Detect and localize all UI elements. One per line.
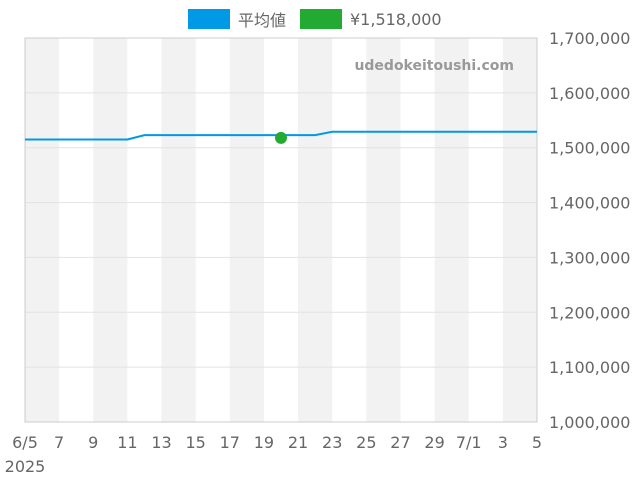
background-band (93, 38, 128, 422)
x-year-label: 2025 (5, 457, 46, 476)
x-tick-label: 21 (288, 433, 308, 452)
background-band (434, 38, 469, 422)
legend-swatch-average (188, 9, 230, 29)
legend-label-average: 平均値 (238, 11, 287, 30)
legend-item-average[interactable]: 平均値 (188, 8, 286, 30)
y-tick-label: 1,200,000 (549, 303, 630, 322)
background-band (25, 38, 60, 422)
background-band (366, 38, 401, 422)
background-band (502, 38, 537, 422)
y-tick-label: 1,600,000 (549, 84, 630, 103)
y-tick-label: 1,400,000 (549, 194, 630, 213)
series-line-average (25, 130, 537, 141)
x-tick-label: 5 (532, 433, 542, 452)
x-tick-label: 17 (220, 433, 240, 452)
x-tick-label: 3 (498, 433, 508, 452)
y-tick-label: 1,100,000 (549, 358, 630, 377)
chart-legend: 平均値 ¥1,518,000 (0, 8, 640, 30)
x-tick-label: 13 (151, 433, 171, 452)
x-tick-label: 6/5 (12, 433, 38, 452)
background-band (161, 38, 196, 422)
watermark: udedokeitoushi.com (354, 58, 514, 74)
x-tick-label: 7 (54, 433, 64, 452)
x-tick-label: 11 (117, 433, 137, 452)
series-point-price[interactable] (275, 131, 287, 144)
x-tick-label: 29 (424, 433, 444, 452)
background-band (229, 38, 264, 422)
legend-item-price[interactable]: ¥1,518,000 (300, 8, 442, 30)
x-tick-label: 15 (185, 433, 205, 452)
x-tick-label: 23 (322, 433, 342, 452)
legend-label-price: ¥1,518,000 (350, 9, 442, 29)
y-tick-label: 1,000,000 (549, 413, 630, 432)
y-tick-label: 1,300,000 (549, 248, 630, 267)
x-tick-label: 7/1 (456, 433, 482, 452)
x-tick-label: 19 (254, 433, 274, 452)
y-tick-label: 1,500,000 (549, 139, 630, 158)
y-tick-label: 1,700,000 (549, 29, 630, 48)
x-tick-label: 25 (356, 433, 376, 452)
background-band (298, 38, 333, 422)
legend-swatch-price (300, 9, 342, 29)
plot-border (24, 37, 538, 423)
x-tick-label: 9 (88, 433, 98, 452)
x-tick-label: 27 (390, 433, 410, 452)
